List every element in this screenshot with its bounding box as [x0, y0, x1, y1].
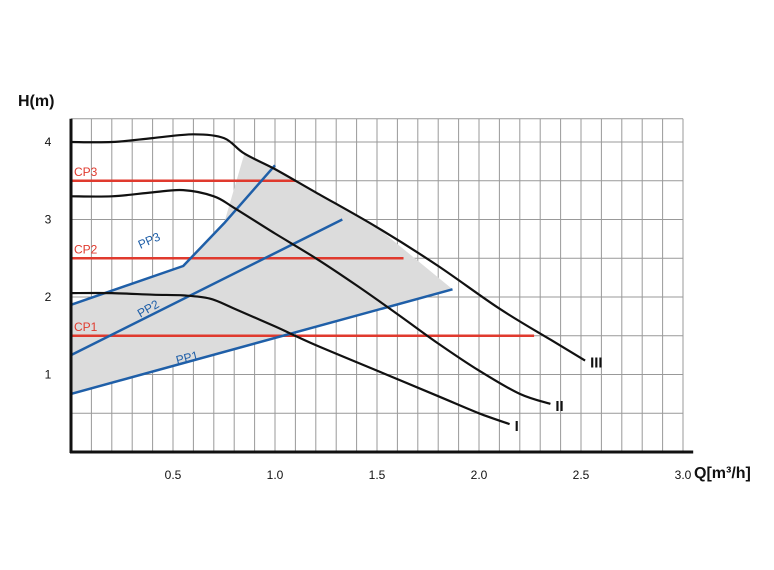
x-tick-label: 2.5 [573, 468, 590, 482]
pp-label-pp1: PP1 [174, 348, 200, 367]
y-tick-label: 3 [45, 213, 52, 227]
y-axis-title: H(m) [18, 93, 54, 110]
pp-label-pp3: PP3 [136, 230, 163, 252]
x-axis-title: Q[m³/h] [694, 465, 751, 482]
chart-axes [69, 118, 694, 454]
x-tick-label: 3.0 [675, 468, 692, 482]
x-tick-label: 1.0 [267, 468, 284, 482]
constant-pressure-lines: CP1 CP2 CP3 [71, 165, 535, 337]
cp-label-cp1: CP1 [74, 320, 98, 334]
cp-label-cp2: CP2 [74, 242, 98, 256]
speed-curve-label-ii: II [555, 398, 563, 415]
speed-curve-label-iii: III [590, 355, 603, 372]
pp-line-pp3 [70, 164, 276, 306]
cp-label-cp3: CP3 [74, 165, 98, 179]
y-tick-label: 4 [45, 135, 52, 149]
x-tick-label: 2.0 [471, 468, 488, 482]
x-tick-label: 1.5 [369, 468, 386, 482]
pp-line-pp2 [70, 218, 343, 357]
speed-curve-label-i: I [515, 418, 519, 435]
speed-curve-i [70, 291, 510, 426]
operating-range-area [71, 153, 453, 394]
y-tick-label: 2 [45, 290, 52, 304]
x-tick-label: 0.5 [165, 468, 182, 482]
speed-curve-ii [70, 188, 551, 405]
chart-labels: H(m) Q[m³/h] 0.5 1.0 1.5 2.0 2.5 3.0 1 2 3 4 [18, 93, 751, 482]
y-tick-label: 1 [45, 368, 52, 382]
shaded-operating-region [71, 153, 453, 394]
speed-curve-iii [70, 133, 586, 362]
